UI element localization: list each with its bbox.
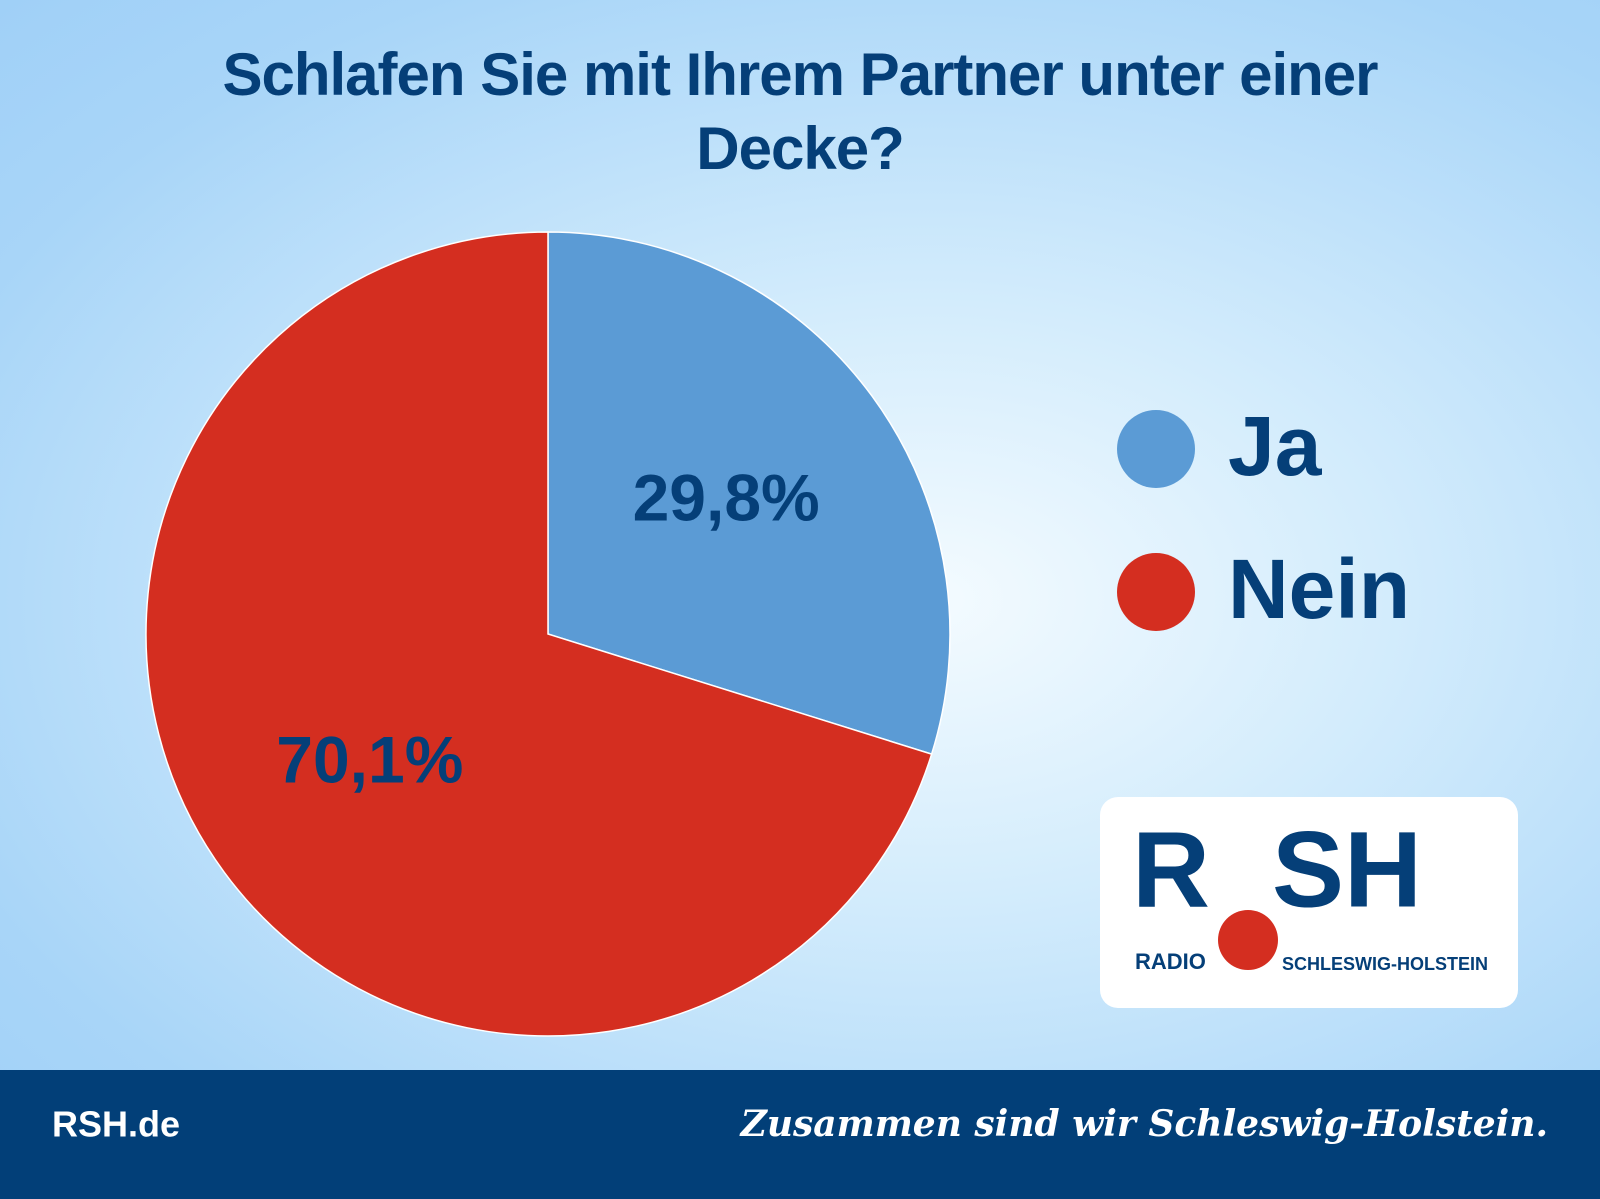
logo-sh: SH — [1272, 809, 1422, 930]
legend: Ja Nein — [1117, 399, 1410, 636]
legend-marker — [1117, 410, 1195, 488]
pie-slice — [145, 231, 933, 1037]
logo-box — [1100, 797, 1518, 1008]
legend-label: Nein — [1228, 542, 1410, 636]
legend-label: Ja — [1228, 399, 1323, 493]
logo-dot — [1218, 910, 1278, 970]
logo-r: R — [1132, 809, 1210, 930]
footer-bar — [0, 1070, 1600, 1199]
logo-radio: RADIO — [1135, 949, 1206, 974]
data-label: 29,8% — [633, 461, 820, 535]
legend-marker — [1117, 553, 1195, 631]
footer-slogan: Zusammen sind wir Schleswig-Holstein. — [739, 1103, 1548, 1145]
pie: 29,8% 70,1% — [145, 231, 951, 1037]
pie-slice — [547, 231, 951, 756]
chart-title: Schlafen Sie mit Ihrem Partner unter ein… — [222, 41, 1378, 182]
footer-site: RSH.de — [52, 1104, 180, 1145]
logo-region: SCHLESWIG-HOLSTEIN — [1282, 954, 1488, 974]
data-label: 70,1% — [276, 722, 463, 796]
